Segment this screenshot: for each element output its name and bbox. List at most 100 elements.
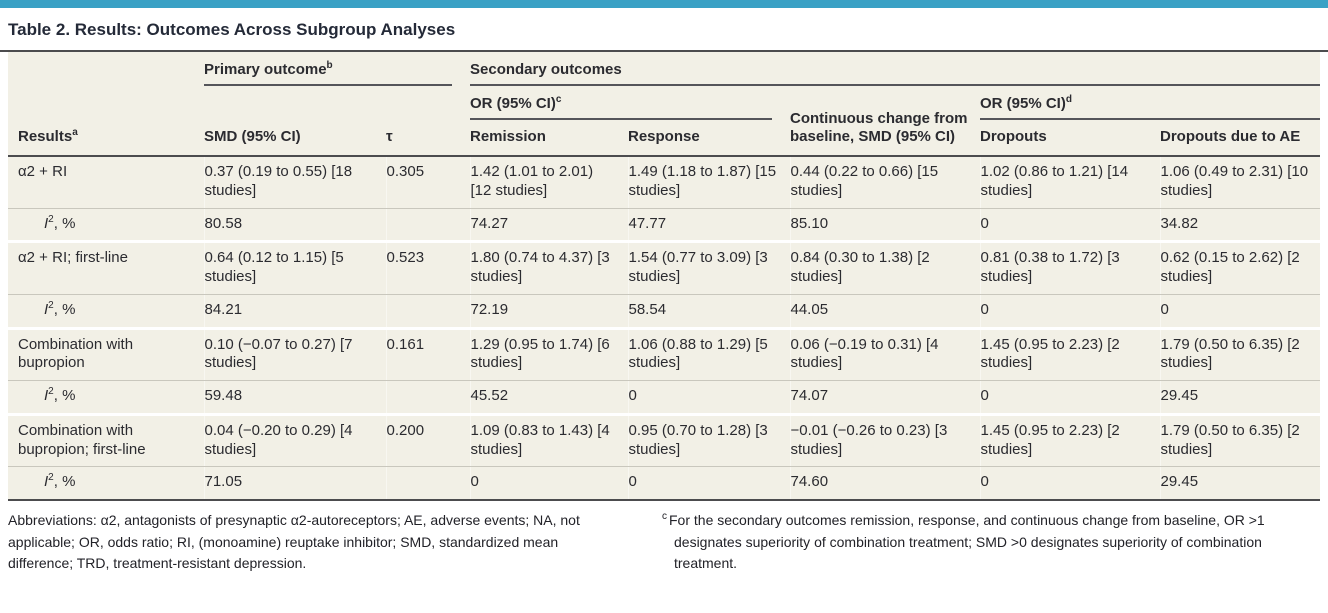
- column-header-continuous-change: Continuous change from baseline, SMD (95…: [790, 86, 980, 157]
- footnote-abbreviations: Abbreviations: α2, antagonists of presyn…: [8, 512, 580, 572]
- cell-remission: 1.42 (1.01 to 2.01) [12 studies]: [469, 156, 628, 209]
- table-title-block: Table 2. Results: Outcomes Across Subgro…: [0, 8, 1328, 52]
- cell-remission: 1.09 (0.83 to 1.43) [4 studies]: [469, 414, 628, 468]
- column-group-or-ci-d: OR (95% CI)d: [980, 86, 1320, 120]
- table-row-i2: I2, % 80.58 74.27 47.77 85.10 0 34.82: [8, 208, 1320, 244]
- cell-smd: 0.64 (0.12 to 1.15) [5 studies]: [203, 241, 386, 295]
- cell-dropouts: 0.81 (0.38 to 1.72) [3 studies]: [979, 241, 1160, 295]
- footnote-marker-b: b: [326, 60, 333, 71]
- cell-tau: 0.161: [385, 328, 470, 381]
- cell-tau: 0.305: [385, 156, 470, 209]
- cell-response: 1.06 (0.88 to 1.29) [5 studies]: [627, 328, 790, 381]
- cell-i2-dropouts-ae: 34.82: [1159, 208, 1320, 244]
- cell-i2-dropouts: 0: [979, 380, 1160, 416]
- row-label: Combination with bupropion: [8, 328, 204, 381]
- cell-remission: 1.80 (0.74 to 4.37) [3 studies]: [469, 241, 628, 295]
- footnote-marker-a: a: [72, 127, 78, 138]
- cell-dropouts-ae: 0.62 (0.15 to 2.62) [2 studies]: [1159, 241, 1320, 295]
- cell-continuous: −0.01 (−0.26 to 0.23) [3 studies]: [789, 414, 980, 468]
- cell-response: 1.49 (1.18 to 1.87) [15 studies]: [627, 156, 790, 209]
- cell-i2-dropouts-ae: 0: [1159, 294, 1320, 330]
- cell-tau: 0.523: [385, 241, 470, 295]
- cell-i2-continuous: 74.60: [789, 466, 980, 502]
- cell-i2-smd: 84.21: [203, 294, 386, 330]
- cell-dropouts-ae: 1.06 (0.49 to 2.31) [10 studies]: [1159, 156, 1320, 209]
- row-label-i2: I2, %: [8, 380, 204, 416]
- cell-i2-dropouts: 0: [979, 466, 1160, 502]
- cell-continuous: 0.44 (0.22 to 0.66) [15 studies]: [789, 156, 980, 209]
- table-row-a2-ri-first-line: α2 + RI; first-line 0.64 (0.12 to 1.15) …: [8, 241, 1320, 295]
- table-row-combination-bupropion-first-line: Combination with bupropion; first-line 0…: [8, 414, 1320, 468]
- cell-i2-tau: [385, 466, 470, 502]
- column-header-dropouts: Dropouts: [980, 120, 1160, 157]
- cell-i2-dropouts: 0: [979, 294, 1160, 330]
- cell-i2-response: 0: [627, 466, 790, 502]
- cell-i2-response: 0: [627, 380, 790, 416]
- cell-i2-smd: 80.58: [203, 208, 386, 244]
- table-row-i2: I2, % 84.21 72.19 58.54 44.05 0 0: [8, 294, 1320, 330]
- cell-i2-remission: 45.52: [469, 380, 628, 416]
- table-row-i2: I2, % 59.48 45.52 0 74.07 0 29.45: [8, 380, 1320, 416]
- results-table: Resultsa Primary outcomeb Secondary outc…: [8, 52, 1320, 502]
- cell-continuous: 0.84 (0.30 to 1.38) [2 studies]: [789, 241, 980, 295]
- cell-i2-continuous: 85.10: [789, 208, 980, 244]
- cell-i2-dropouts-ae: 29.45: [1159, 466, 1320, 502]
- row-label: α2 + RI; first-line: [8, 241, 204, 295]
- cell-dropouts-ae: 1.79 (0.50 to 6.35) [2 studies]: [1159, 414, 1320, 468]
- column-header-tau: τ: [386, 120, 470, 157]
- accent-bar: [0, 0, 1328, 8]
- cell-dropouts-ae: 1.79 (0.50 to 6.35) [2 studies]: [1159, 328, 1320, 381]
- header-spacer: [204, 86, 470, 120]
- cell-tau: 0.200: [385, 414, 470, 468]
- cell-response: 0.95 (0.70 to 1.28) [3 studies]: [627, 414, 790, 468]
- column-header-dropouts-ae: Dropouts due to AE: [1160, 120, 1320, 157]
- footnote-c: c For the secondary outcomes remission, r…: [662, 511, 1265, 572]
- cell-i2-tau: [385, 380, 470, 416]
- table-row-i2: I2, % 71.05 0 0 74.60 0 29.45: [8, 466, 1320, 502]
- cell-remission: 1.29 (0.95 to 1.74) [6 studies]: [469, 328, 628, 381]
- row-label: Combination with bupropion; first-line: [8, 414, 204, 468]
- column-group-secondary-outcomes: Secondary outcomes: [470, 52, 1320, 86]
- column-group-primary-outcome: Primary outcomeb: [204, 52, 470, 86]
- row-label: α2 + RI: [8, 156, 204, 209]
- cell-i2-dropouts: 0: [979, 208, 1160, 244]
- footnote-marker-c: c: [662, 511, 667, 523]
- cell-i2-tau: [385, 294, 470, 330]
- cell-i2-smd: 71.05: [203, 466, 386, 502]
- cell-i2-remission: 72.19: [469, 294, 628, 330]
- cell-i2-remission: 74.27: [469, 208, 628, 244]
- cell-i2-response: 58.54: [627, 294, 790, 330]
- column-header-response: Response: [628, 120, 790, 157]
- cell-i2-tau: [385, 208, 470, 244]
- table-title: Table 2. Results: Outcomes Across Subgro…: [8, 20, 456, 39]
- row-label-i2: I2, %: [8, 294, 204, 330]
- footnote-marker-c: c: [555, 94, 562, 105]
- cell-dropouts: 1.45 (0.95 to 2.23) [2 studies]: [979, 328, 1160, 381]
- cell-smd: 0.04 (−0.20 to 0.29) [4 studies]: [203, 414, 386, 468]
- header-row-subgroups: OR (95% CI)c Continuous change from base…: [8, 86, 1320, 157]
- header-row-groups: Resultsa Primary outcomeb Secondary outc…: [8, 52, 1320, 157]
- cell-i2-continuous: 44.05: [789, 294, 980, 330]
- column-header-results: Resultsa: [8, 52, 204, 157]
- cell-smd: 0.37 (0.19 to 0.55) [18 studies]: [203, 156, 386, 209]
- column-group-or-ci-c: OR (95% CI)c: [470, 86, 790, 120]
- header-row-columns: SMD (95% CI) τ Remission Response Dropou…: [8, 120, 1320, 157]
- cell-i2-response: 47.77: [627, 208, 790, 244]
- table-row-combination-bupropion: Combination with bupropion 0.10 (−0.07 t…: [8, 328, 1320, 381]
- cell-dropouts: 1.45 (0.95 to 2.23) [2 studies]: [979, 414, 1160, 468]
- cell-response: 1.54 (0.77 to 3.09) [3 studies]: [627, 241, 790, 295]
- cell-i2-dropouts-ae: 29.45: [1159, 380, 1320, 416]
- column-header-remission: Remission: [470, 120, 628, 157]
- table-row-a2-ri: α2 + RI 0.37 (0.19 to 0.55) [18 studies]…: [8, 156, 1320, 209]
- cell-dropouts: 1.02 (0.86 to 1.21) [14 studies]: [979, 156, 1160, 209]
- cell-i2-continuous: 74.07: [789, 380, 980, 416]
- cell-smd: 0.10 (−0.07 to 0.27) [7 studies]: [203, 328, 386, 381]
- row-label-i2: I2, %: [8, 208, 204, 244]
- cell-i2-remission: 0: [469, 466, 628, 502]
- cell-i2-smd: 59.48: [203, 380, 386, 416]
- cell-continuous: 0.06 (−0.19 to 0.31) [4 studies]: [789, 328, 980, 381]
- column-header-smd: SMD (95% CI): [204, 120, 386, 157]
- footnote-marker-d: d: [1065, 94, 1072, 105]
- footnotes: Abbreviations: α2, antagonists of presyn…: [0, 501, 1328, 575]
- row-label-i2: I2, %: [8, 466, 204, 502]
